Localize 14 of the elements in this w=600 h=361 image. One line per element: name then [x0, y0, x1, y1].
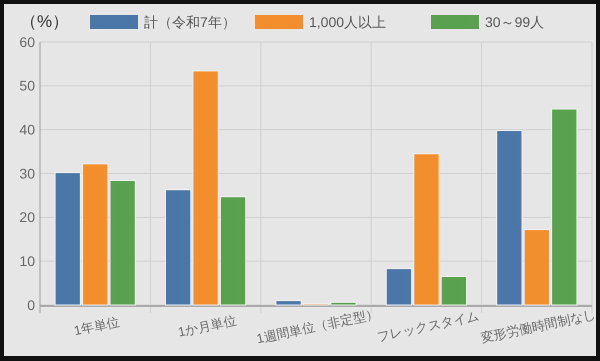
y-tick-label: 30	[19, 165, 36, 182]
legend-label: 計（令和7年）	[144, 14, 236, 30]
x-tick-label: 1年単位	[72, 314, 121, 338]
y-tick-label: 40	[19, 122, 36, 138]
y-axis-title: （%）	[20, 12, 70, 31]
legend-label: 1,000人以上	[309, 14, 386, 30]
y-tick-label: 50	[19, 78, 36, 94]
legend-label: 30～99人	[485, 14, 544, 30]
x-tick-label: 変形労働時間制なし	[480, 306, 598, 346]
y-tick-label: 20	[19, 209, 36, 226]
y-tick-label: 10	[19, 253, 36, 270]
y-tick-label: 60	[19, 34, 36, 50]
x-tick-label: 1か月単位	[176, 312, 238, 340]
y-tick-label: 0	[27, 296, 36, 313]
